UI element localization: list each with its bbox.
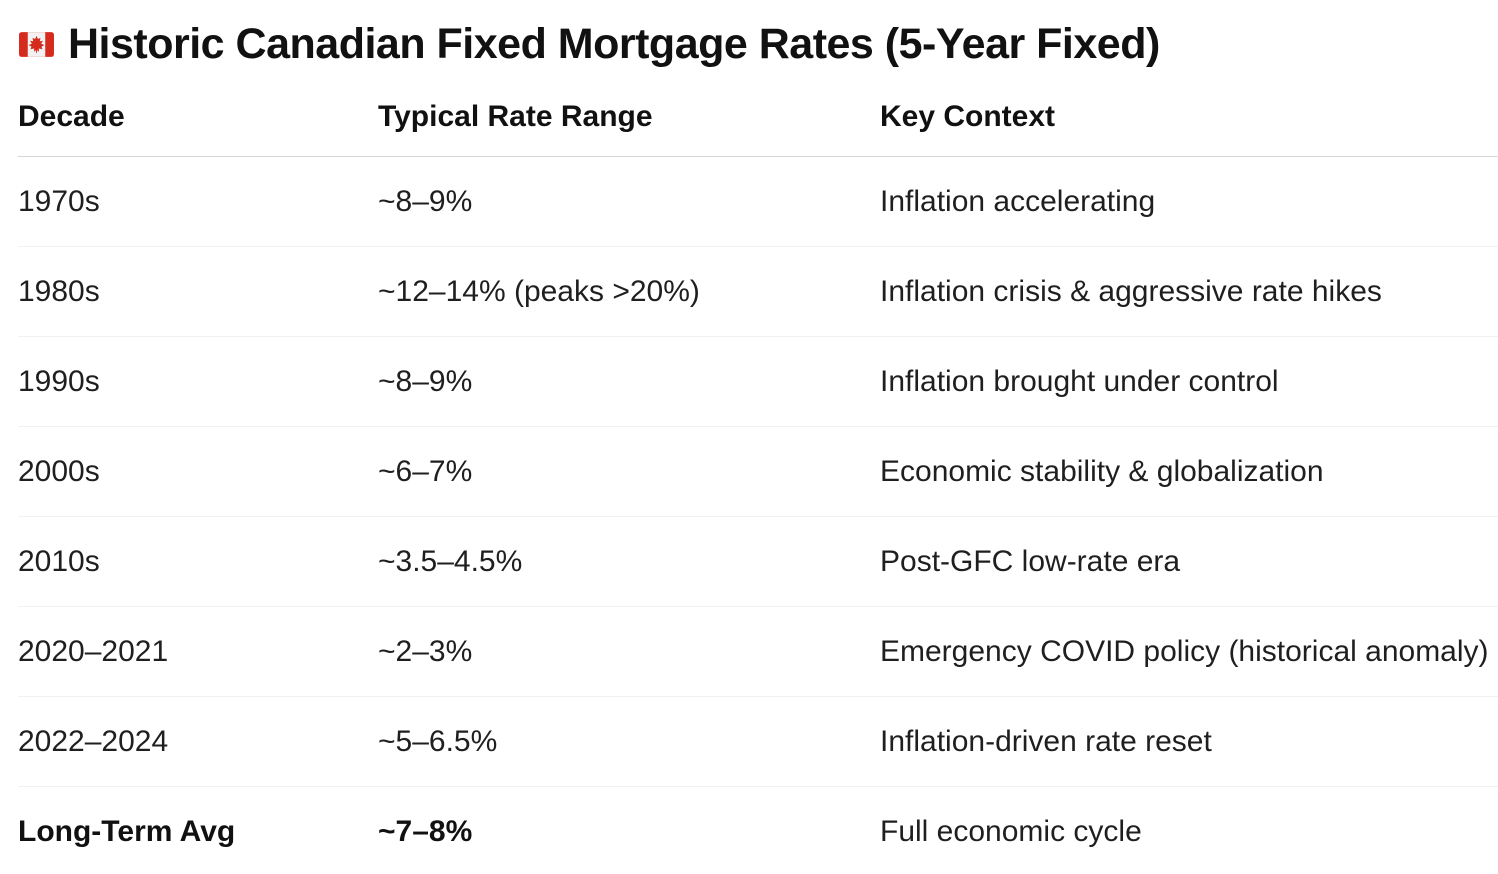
table-body: 1970s ~8–9% Inflation accelerating 1980s ~12… [18,156,1498,874]
cell-rate: ~7–8% [378,814,473,848]
cell-rate: ~5–6.5% [378,696,880,787]
cell-context: Full economic cycle [880,814,1142,848]
table-row: 2020–2021 ~2–3% Emergency COVID policy (hi… [18,606,1498,697]
cell-context: Post-GFC low-rate era [880,516,1498,607]
table-row: 1970s ~8–9% Inflation accelerating [18,156,1498,247]
cell-context: Inflation accelerating [880,156,1498,247]
cell-rate: ~3.5–4.5% [378,516,880,607]
cell-rate: ~8–9% [378,156,880,247]
page-title: Historic Canadian Fixed Mortgage Rates (… [18,20,1498,68]
cell-rate: ~2–3% [378,606,880,697]
cell-decade: 1980s [18,246,378,337]
table-header-row: Decade Typical Rate Range Key Context [18,92,1498,157]
column-header-rate: Typical Rate Range [378,92,880,157]
cell-rate: ~12–14% (peaks >20%) [378,246,880,337]
cell-decade: 2010s [18,516,378,607]
column-header-decade: Decade [18,92,378,157]
cell-context: Inflation-driven rate reset [880,696,1498,787]
column-header-context: Key Context [880,92,1498,157]
cell-decade: 2022–2024 [18,696,378,787]
table-row: 1990s ~8–9% Inflation brought under contro… [18,336,1498,427]
cell-context: Economic stability & globalization [880,426,1498,517]
table-row: 1980s ~12–14% (peaks >20%) Inflation crisi… [18,246,1498,337]
table-row: 2010s ~3.5–4.5% Post-GFC low-rate era [18,516,1498,607]
cell-decade: 2020–2021 [18,606,378,697]
cell-decade: 1970s [18,156,378,247]
canada-flag-icon [18,26,55,63]
cell-rate: ~6–7% [378,426,880,517]
table-row: 2022–2024 ~5–6.5% Inflation-driven rate re… [18,696,1498,787]
cell-context: Inflation brought under control [880,336,1498,427]
table-row: 2000s ~6–7% Economic stability & globaliza… [18,426,1498,517]
cell-rate: ~8–9% [378,336,880,427]
cell-context: Emergency COVID policy (historical anoma… [880,606,1498,697]
cell-context: Inflation crisis & aggressive rate hikes [880,246,1498,337]
table-row: Long-Term Avg ~7–8% Full economic cycle [18,787,1498,874]
mortgage-rates-table: Decade Typical Rate Range Key Context 19… [18,92,1498,874]
cell-decade: 2000s [18,426,378,517]
page-title-text: Historic Canadian Fixed Mortgage Rates (… [68,20,1160,68]
cell-decade: Long-Term Avg [18,814,236,848]
cell-decade: 1990s [18,336,378,427]
